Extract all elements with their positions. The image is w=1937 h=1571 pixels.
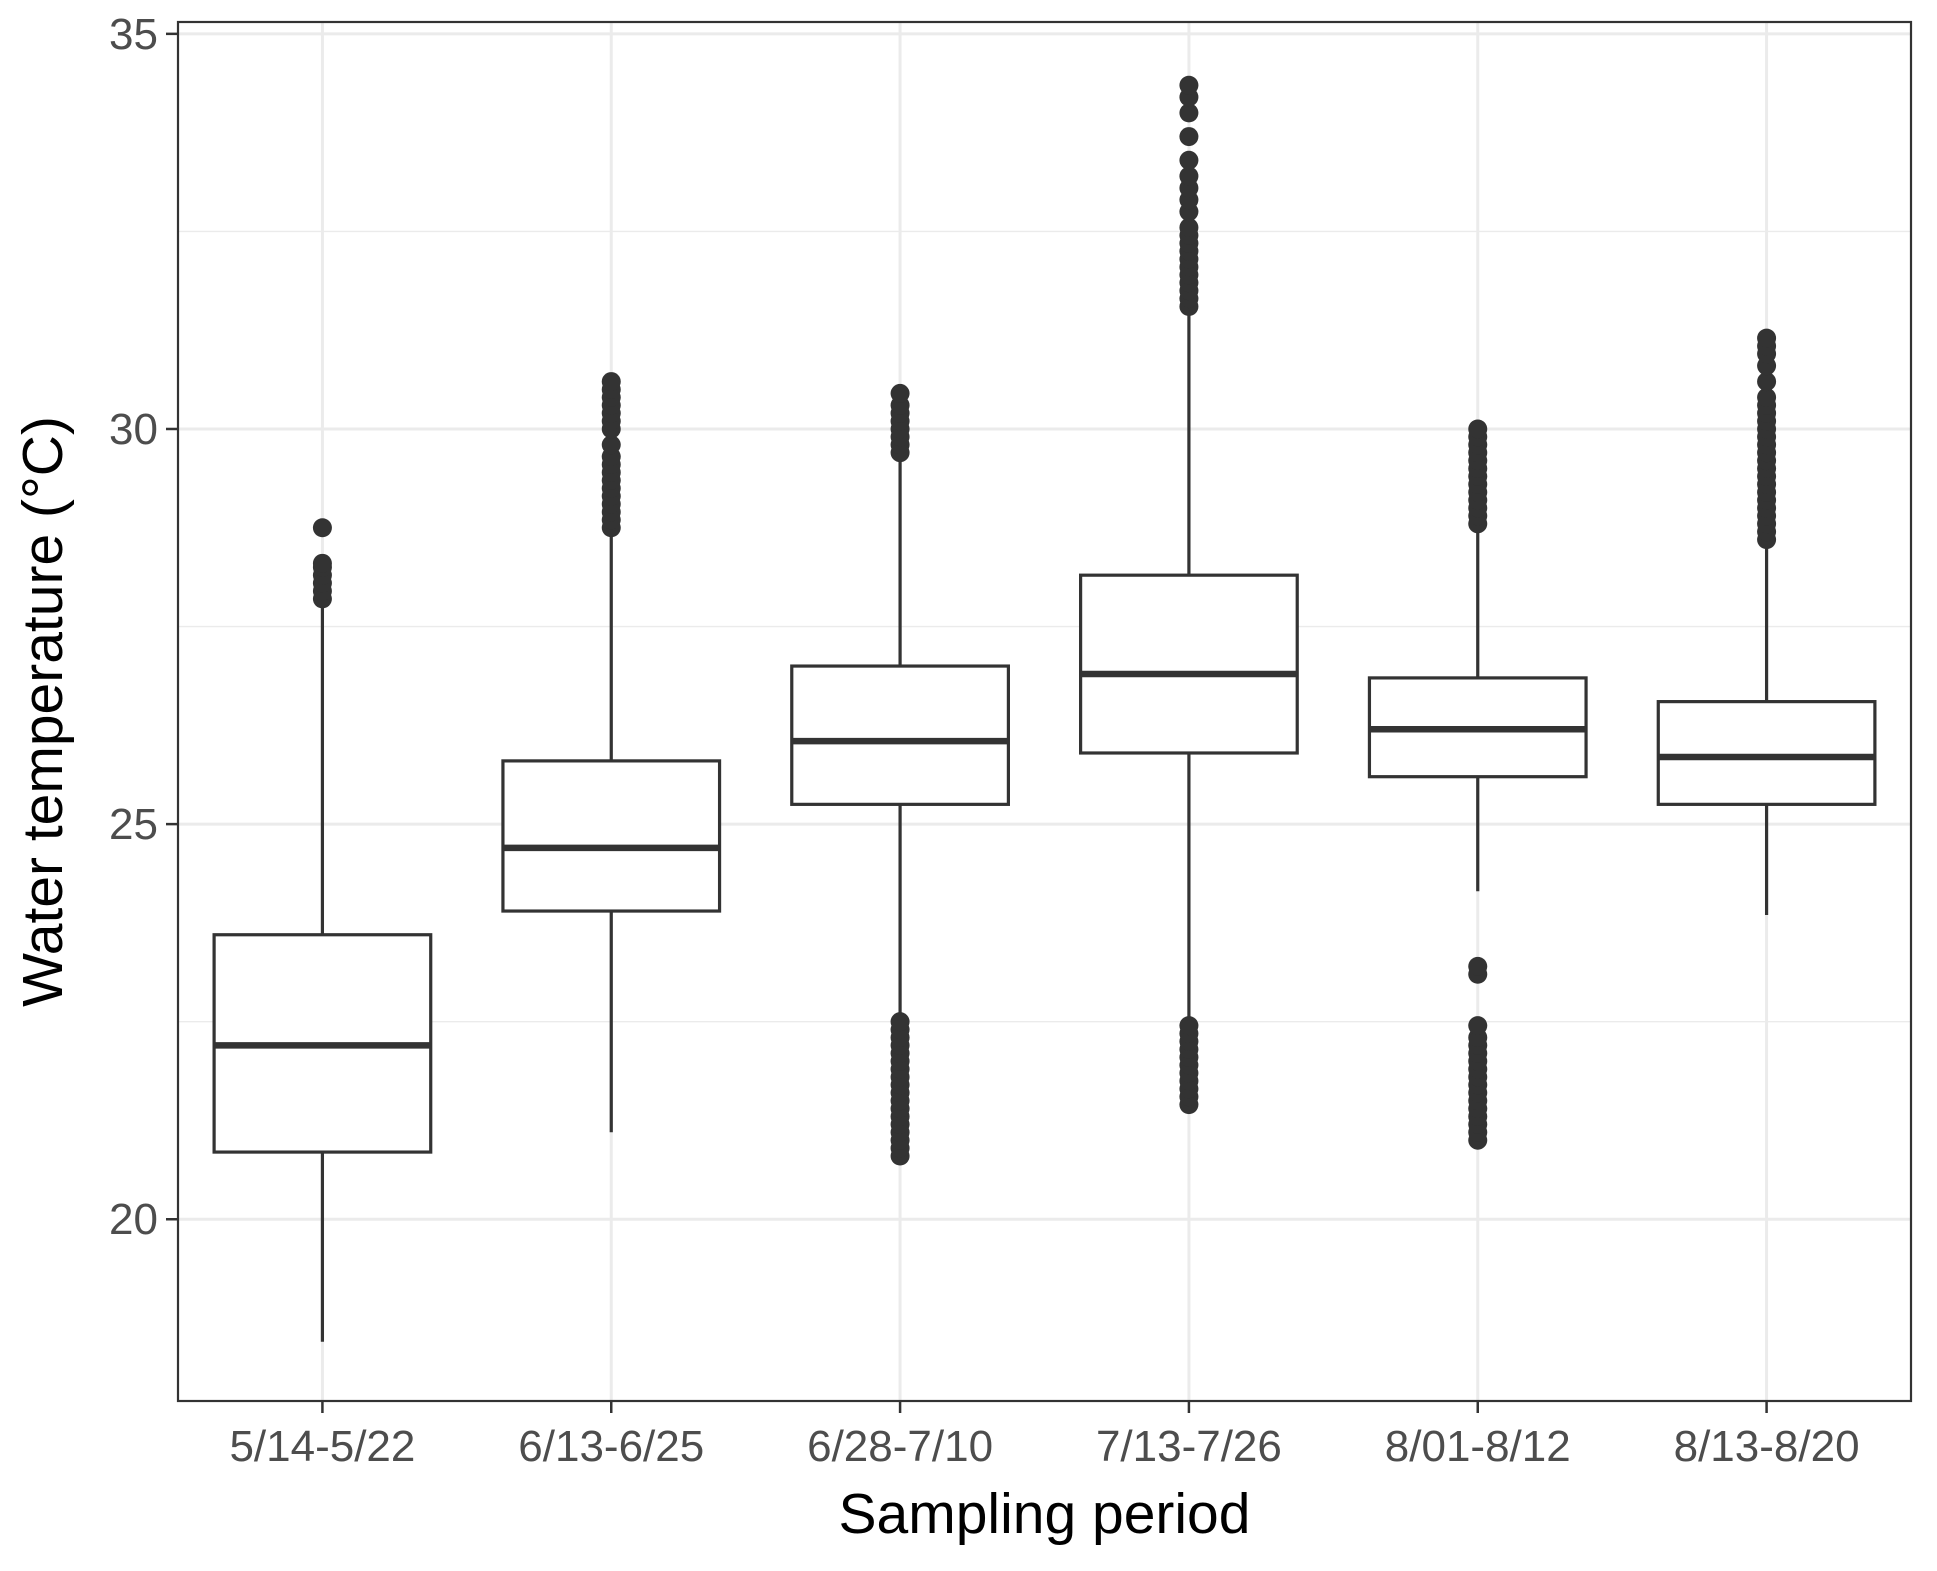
box-6/13-6/25 [501, 372, 722, 1133]
iqr-box [1656, 700, 1877, 806]
x-tick-label: 8/01-8/12 [1385, 1422, 1571, 1471]
y-axis: 20 25 30 35 [109, 10, 178, 1244]
outlier-point [312, 518, 332, 538]
box-8/13-8/20 [1656, 328, 1877, 915]
outlier-point [601, 435, 621, 455]
x-tick-label: 7/13-7/26 [1096, 1422, 1282, 1471]
plot-panel-border [176, 20, 1913, 1403]
x-tick-label: 6/13-6/25 [518, 1422, 704, 1471]
iqr-box [501, 759, 722, 913]
outlier-point [1179, 150, 1199, 170]
box-6/28-7/10 [790, 383, 1010, 1166]
x-axis-title: Sampling period [839, 1482, 1251, 1546]
outlier-point [312, 553, 332, 573]
outlier-point [1179, 103, 1199, 123]
x-tick-label: 6/28-7/10 [807, 1422, 993, 1471]
outlier-point [1179, 166, 1199, 186]
box-8/01-8/12 [1367, 419, 1588, 1150]
y-tick-label: 25 [109, 800, 158, 849]
outlier-point [890, 383, 910, 403]
iqr-box [790, 664, 1010, 806]
outlier-point [1179, 127, 1199, 147]
iqr-box [1079, 573, 1299, 755]
outlier-point [1179, 1016, 1199, 1036]
outlier-point [1179, 217, 1199, 237]
grid-lines [178, 22, 1911, 1401]
x-axis: 5/14-5/22 6/13-6/25 6/28-7/10 7/13-7/26 8/01… [229, 1401, 1860, 1471]
outlier-point [1757, 387, 1777, 407]
y-tick-label: 35 [109, 10, 158, 59]
outlier-point [1757, 372, 1777, 392]
y-tick-label: 30 [109, 405, 158, 454]
y-axis-title: Water temperature (°C) [11, 416, 75, 1007]
outlier-point [1757, 328, 1777, 348]
outlier-point [1468, 1016, 1488, 1036]
outlier-point [1179, 75, 1199, 95]
outlier-point [1468, 419, 1488, 439]
x-tick-label: 5/14-5/22 [229, 1422, 415, 1471]
x-tick-label: 8/13-8/20 [1674, 1422, 1860, 1471]
outlier-point [601, 372, 621, 392]
box-5/14-5/22 [212, 518, 433, 1342]
box-7/13-7/26 [1079, 75, 1299, 1115]
box-series [212, 75, 1877, 1342]
y-tick-label: 20 [109, 1195, 158, 1244]
outlier-point [890, 1012, 910, 1032]
outlier-point [1468, 956, 1488, 976]
